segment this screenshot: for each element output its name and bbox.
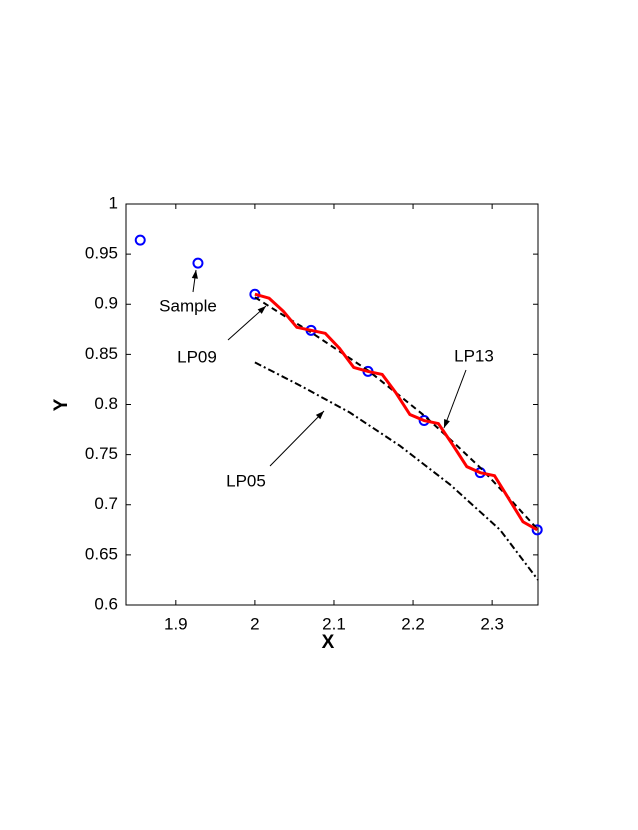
arrow-head: [444, 419, 450, 428]
x-tick-label: 1.9: [164, 614, 188, 633]
plot-frame: [125, 203, 539, 606]
series-line: [254, 361, 539, 581]
annotation-label: Sample: [159, 296, 217, 315]
y-tick-label: 0.85: [85, 344, 118, 363]
y-tick-label: 0.6: [94, 594, 118, 613]
series-line: [254, 292, 538, 532]
y-tick-label: 0.65: [85, 544, 118, 563]
x-tick-label: 2.1: [322, 614, 346, 633]
y-tick-label: 0.75: [85, 444, 118, 463]
y-tick-label: 0.9: [94, 294, 118, 313]
annotation-label: LP09: [177, 347, 217, 366]
arrow-head: [315, 411, 324, 420]
y-tick-label: 1: [109, 193, 118, 212]
y-axis-label: Y: [51, 398, 72, 411]
arrow-head: [257, 306, 266, 314]
y-tick-label: 0.8: [94, 394, 118, 413]
x-tick-label: 2.2: [401, 614, 425, 633]
sample-marker: [192, 257, 204, 269]
arrow-head: [191, 270, 198, 279]
series-line: [254, 296, 538, 530]
sample-marker: [531, 524, 543, 536]
annotation-label: LP13: [454, 346, 494, 365]
y-tick-label: 0.7: [94, 494, 118, 513]
x-tick-label: 2.3: [480, 614, 504, 633]
y-tick-label: 0.95: [85, 244, 118, 263]
x-axis-label: X: [322, 632, 335, 653]
annotation-arrow: [443, 369, 467, 429]
annotation-arrow: [269, 410, 325, 467]
sample-marker: [134, 234, 146, 246]
annotation-arrow: [227, 305, 267, 341]
x-tick-label: 2: [250, 614, 259, 633]
annotation-label: LP05: [226, 471, 266, 490]
